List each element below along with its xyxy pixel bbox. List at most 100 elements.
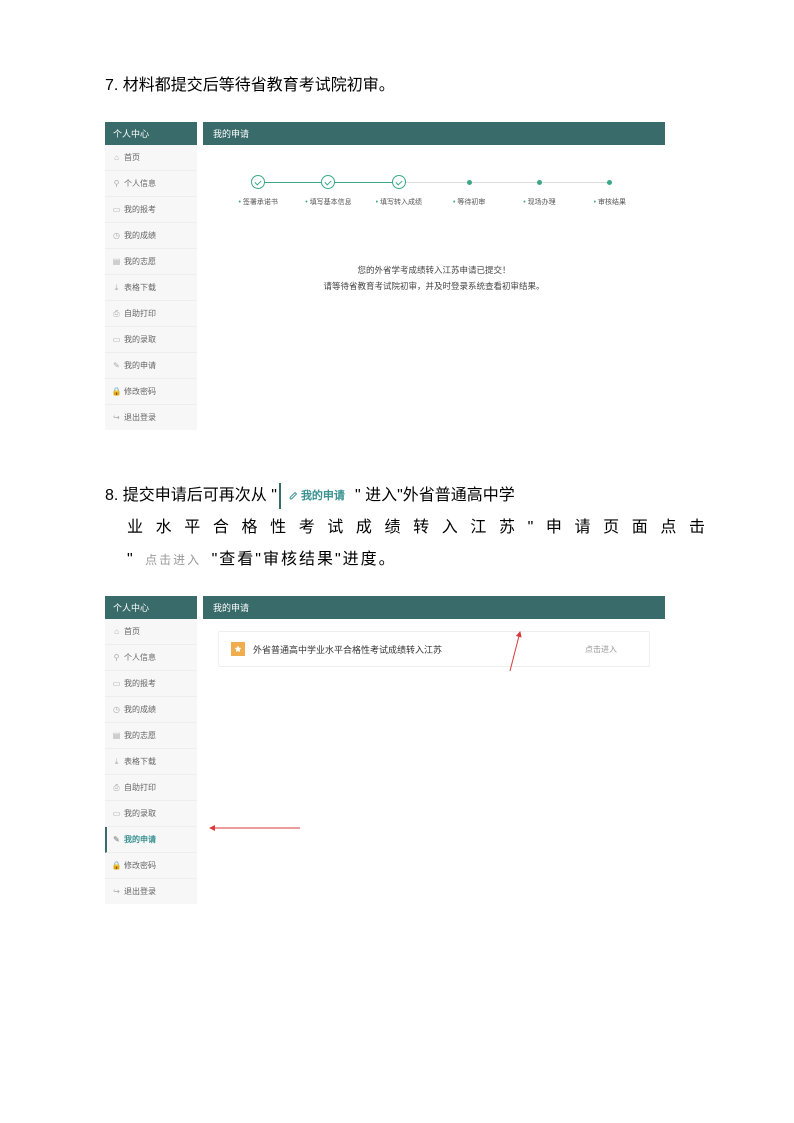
sidebar: 个人中心 ⌂ 首页 ⚲ 个人信息 ▭ 我的报考 ◷ 我的成绩 ▤ 我的志愿 ⤓表格下载 ⎙ 自助打印 ▭ 我… <box>105 122 197 430</box>
sidebar-item-label: 退出登录 <box>124 412 156 423</box>
sidebar-icon: ▭ <box>113 206 120 213</box>
checkmark-icon <box>251 175 265 189</box>
sidebar-item-label: 自助打印 <box>124 308 156 319</box>
sidebar-item-label: 表格下载 <box>124 756 156 767</box>
text-part: 提交申请后可再次从 <box>123 487 267 504</box>
sidebar-icon: ⎙ <box>113 784 120 791</box>
msg-line-2: 请等待省教育考试院初审，并及时登录系统查看初审结果。 <box>218 278 650 294</box>
sidebar-item-2[interactable]: ▭ 我的报考 <box>105 671 197 697</box>
step-label: 填写转入成绩 <box>364 197 434 207</box>
main-panel: 我的申请 签署承诺书填写基本信息填写转入成绩等待初审现场办理审核结果 您的外省学… <box>203 122 665 405</box>
step-connector <box>399 182 469 183</box>
step-number: 7. <box>105 77 118 94</box>
panel-header: 我的申请 <box>203 122 665 145</box>
sidebar-item-9[interactable]: 🔒 修改密码 <box>105 853 197 879</box>
sidebar-item-4[interactable]: ▤我的志愿 <box>105 723 197 749</box>
sidebar-item-7[interactable]: ▭我的录取 <box>105 801 197 827</box>
instruction-8: 8. 提交申请后可再次从 " 我的申请 " 进入"外省普通高中学 业水平合格性考… <box>105 480 709 576</box>
sidebar-item-label: 个人信息 <box>124 178 156 189</box>
sidebar-item-4[interactable]: ▤ 我的志愿 <box>105 249 197 275</box>
card-icon <box>231 642 245 656</box>
sidebar-icon: ⌂ <box>113 628 120 635</box>
step-connector <box>469 182 539 183</box>
step-1: 填写基本信息 <box>293 175 363 207</box>
sidebar-item-5[interactable]: ⤓表格下载 <box>105 275 197 301</box>
sidebar-item-8[interactable]: ✎ 我的申请 <box>105 353 197 379</box>
sidebar-item-label: 表格下载 <box>124 282 156 293</box>
step-connector <box>258 182 328 183</box>
sidebar-item-5[interactable]: ⤓ 表格下载 <box>105 749 197 775</box>
sidebar-header: 个人中心 <box>105 122 197 145</box>
quote-open: " <box>127 551 135 568</box>
text-part: "查看"审核结果"进度。 <box>212 551 397 568</box>
sidebar-icon: ✎ <box>113 836 120 843</box>
sidebar-icon: ▭ <box>113 810 120 817</box>
sidebar-item-label: 我的录取 <box>124 334 156 345</box>
sidebar-item-10[interactable]: ↪退出登录 <box>105 879 197 904</box>
sidebar-item-7[interactable]: ▭ 我的录取 <box>105 327 197 353</box>
sidebar-item-0[interactable]: ⌂ 首页 <box>105 619 197 645</box>
sidebar-item-label: 修改密码 <box>124 860 156 871</box>
sidebar-item-9[interactable]: 🔒修改密码 <box>105 379 197 405</box>
sidebar-icon: ▤ <box>113 258 120 265</box>
card-enter-link[interactable]: 点击进入 <box>585 644 617 655</box>
progress-steps: 签署承诺书填写基本信息填写转入成绩等待初审现场办理审核结果 <box>218 165 650 207</box>
msg-line-1: 您的外省学考成绩转入江苏申请已提交！ <box>218 262 650 278</box>
sidebar-item-label: 我的报考 <box>124 678 156 689</box>
inline-gray-enter: 点击进入 <box>141 548 205 572</box>
sidebar-item-label: 我的成绩 <box>124 704 156 715</box>
sidebar-item-0[interactable]: ⌂ 首页 <box>105 145 197 171</box>
sidebar-icon: ▭ <box>113 680 120 687</box>
step-connector <box>539 182 609 183</box>
step-3: 等待初审 <box>434 175 504 207</box>
application-card[interactable]: 外省普通高中学业水平合格性考试成绩转入江苏 点击进入 <box>218 631 650 667</box>
card-title: 外省普通高中学业水平合格性考试成绩转入江苏 <box>253 643 442 656</box>
panel-body: 签署承诺书填写基本信息填写转入成绩等待初审现场办理审核结果 您的外省学考成绩转入… <box>203 145 665 405</box>
sidebar-header: 个人中心 <box>105 596 197 619</box>
sidebar-item-8[interactable]: ✎ 我的申请 <box>105 827 197 853</box>
inline-badge-my-application: 我的申请 <box>279 483 353 509</box>
checkmark-icon <box>321 175 335 189</box>
sidebar-item-label: 自助打印 <box>124 782 156 793</box>
sidebar-item-label: 修改密码 <box>124 386 156 397</box>
sidebar-item-label: 首页 <box>124 626 140 637</box>
panel-body: 外省普通高中学业水平合格性考试成绩转入江苏 点击进入 <box>203 631 665 891</box>
main-panel: 我的申请 外省普通高中学业水平合格性考试成绩转入江苏 点击进入 <box>203 596 665 891</box>
sidebar-item-3[interactable]: ◷ 我的成绩 <box>105 223 197 249</box>
sidebar-item-1[interactable]: ⚲个人信息 <box>105 645 197 671</box>
sidebar-item-label: 首页 <box>124 152 140 163</box>
step-0: 签署承诺书 <box>223 175 293 207</box>
dot-icon <box>537 180 542 185</box>
sidebar-item-label: 个人信息 <box>124 652 156 663</box>
sidebar-icon: ✎ <box>113 362 120 369</box>
sidebar-icon: 🔒 <box>113 862 120 869</box>
sidebar-icon: ▭ <box>113 336 120 343</box>
sidebar-icon: ⤓ <box>113 758 120 765</box>
sidebar-item-6[interactable]: ⎙ 自助打印 <box>105 775 197 801</box>
checkmark-icon <box>392 175 406 189</box>
sidebar-item-6[interactable]: ⎙ 自助打印 <box>105 301 197 327</box>
panel-header: 我的申请 <box>203 596 665 619</box>
sidebar-item-3[interactable]: ◷我的成绩 <box>105 697 197 723</box>
step-connector <box>328 182 398 183</box>
dot-icon <box>607 180 612 185</box>
sidebar-item-2[interactable]: ▭ 我的报考 <box>105 197 197 223</box>
sidebar-item-label: 我的报考 <box>124 204 156 215</box>
sidebar-item-label: 我的志愿 <box>124 730 156 741</box>
sidebar-icon: ⌂ <box>113 154 120 161</box>
sidebar-icon: ◷ <box>113 232 120 239</box>
step-text: 材料都提交后等待省教育考试院初审。 <box>123 77 395 94</box>
sidebar-item-label: 我的申请 <box>124 360 156 371</box>
step-label: 现场办理 <box>504 197 574 207</box>
step-2: 填写转入成绩 <box>364 175 434 207</box>
confirmation-message: 您的外省学考成绩转入江苏申请已提交！ 请等待省教育考试院初审，并及时登录系统查看… <box>218 262 650 294</box>
dot-icon <box>467 180 472 185</box>
sidebar-item-label: 我的申请 <box>124 834 156 845</box>
step-label: 审核结果 <box>575 197 645 207</box>
sidebar-item-1[interactable]: ⚲ 个人信息 <box>105 171 197 197</box>
sidebar-icon: ⎙ <box>113 310 120 317</box>
sidebar-item-label: 我的成绩 <box>124 230 156 241</box>
sidebar-icon: ⚲ <box>113 180 120 187</box>
sidebar-item-10[interactable]: ↪退出登录 <box>105 405 197 430</box>
sidebar-item-label: 我的志愿 <box>124 256 156 267</box>
